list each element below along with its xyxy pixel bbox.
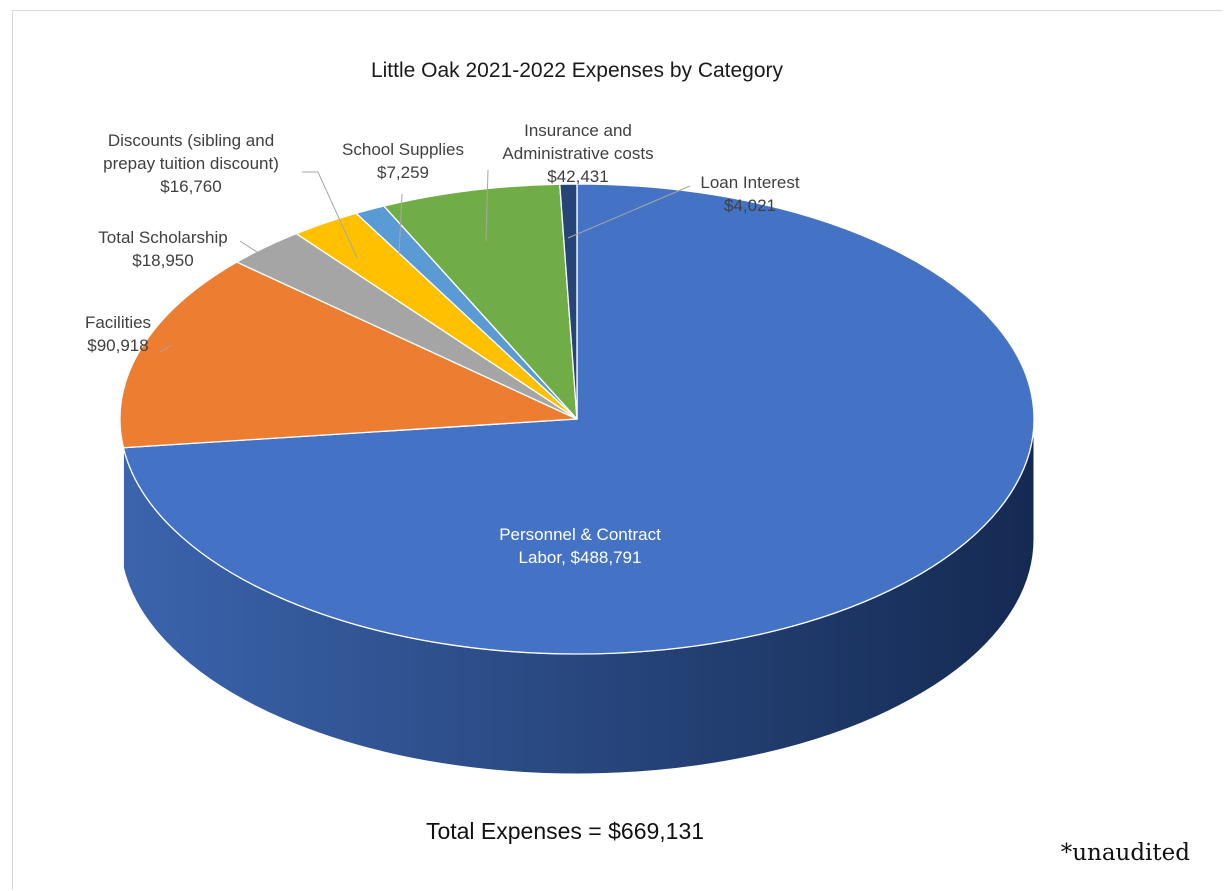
data-label-5: Insurance and Administrative costs $42,431 — [502, 121, 653, 186]
leader-line-1 — [159, 344, 173, 353]
data-label-6: Loan Interest $4,021 — [700, 173, 800, 215]
leader-line-2 — [239, 240, 301, 281]
total-expenses-text: Total Expenses = $669,131 — [425, 818, 705, 844]
pie-slice-5 — [383, 183, 578, 420]
data-label-4: School Supplies $7,259 — [342, 140, 464, 182]
leader-line-4 — [398, 193, 403, 255]
data-label-3: Discounts (sibling and prepay tuition dis… — [103, 131, 279, 196]
pie-slice-1 — [119, 261, 578, 449]
unaudited-footnote: *unaudited — [1060, 840, 1190, 866]
data-labels: Personnel & Contract Labor, $488,791 Facil… — [85, 121, 800, 567]
chart-frame — [12, 10, 1222, 890]
data-label-1: Facilities $90,918 — [85, 313, 151, 355]
leader-line-5 — [485, 169, 489, 242]
pie-slice-0 — [122, 183, 1035, 655]
leader-lines — [159, 169, 691, 353]
data-label-0: Personnel & Contract Labor, $488,791 — [499, 525, 661, 567]
pie-slice-6 — [559, 183, 578, 420]
data-label-2: Total Scholarship $18,950 — [98, 228, 227, 270]
chart-title: Little Oak 2021-2022 Expenses by Categor… — [371, 59, 784, 82]
pie-top-layer — [119, 183, 1035, 655]
leader-line-6 — [567, 185, 691, 239]
leader-line-3 — [302, 171, 358, 259]
